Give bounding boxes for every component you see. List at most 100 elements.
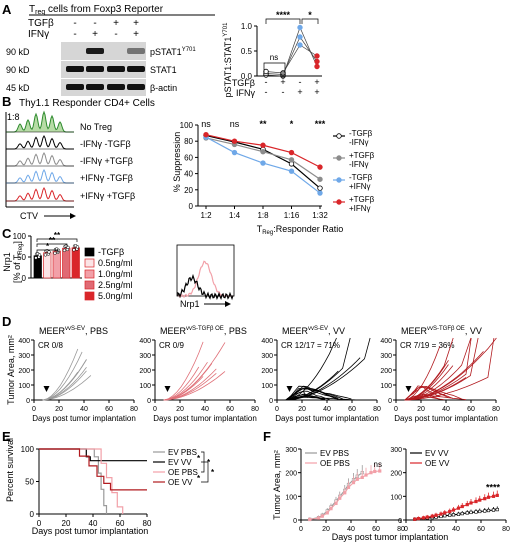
tumor-curve <box>163 366 200 401</box>
growth-point <box>486 508 491 513</box>
histogram-3 <box>6 168 74 184</box>
blot-mw-2: 90 kD <box>6 65 30 75</box>
series-point <box>260 142 266 148</box>
tgfb-sign: + <box>113 18 119 29</box>
growth-point <box>443 511 447 515</box>
legend-marker <box>336 199 342 205</box>
band-actin <box>86 84 104 90</box>
treatment-arrow <box>164 386 171 392</box>
series-point <box>231 138 238 144</box>
sig-label: ** <box>54 231 61 240</box>
panel-f: Tumor Area, mm² Days post tumor implanta… <box>272 447 510 542</box>
histogram-0 <box>6 110 74 133</box>
panel-e: Percent survival Days post tumor implant… <box>5 438 215 536</box>
panel-c-hist-label: Nrp1 <box>180 299 200 309</box>
growth-point <box>451 508 456 512</box>
hist-label-4: +IFNγ +TGFβ <box>80 191 135 201</box>
treatment-arrow <box>286 386 293 392</box>
tick-label-x: 0 <box>153 406 157 413</box>
tick-label-y: 50 <box>25 478 34 487</box>
condition-ifng: + <box>297 87 302 97</box>
panel-b-ctv-label: CTV <box>20 211 38 221</box>
sig-label: * <box>46 242 50 251</box>
band-actin <box>107 84 125 90</box>
data-point <box>297 34 303 40</box>
legend-text: 1.0ng/ml <box>98 269 133 279</box>
tick-label-y: 200 <box>285 471 297 478</box>
ifng-sign: - <box>73 29 76 40</box>
panel-b-ratio: 1:8 <box>7 112 20 122</box>
tick-label-y: 200 <box>380 368 392 375</box>
legend-text: EV VV <box>168 458 192 467</box>
tick-label-y: 300 <box>261 353 273 360</box>
panel-b-title: Thy1.1 Responder CD4+ Cells <box>19 98 155 109</box>
tick-label-y: 0.5 <box>241 47 253 56</box>
hist-label-3: +IFNγ -TGFβ <box>80 173 133 183</box>
tick-label-x: 0 <box>394 406 398 413</box>
series-point <box>288 149 295 156</box>
legend-marker <box>336 177 342 183</box>
band-stat1 <box>86 66 104 72</box>
legend-swatch <box>84 291 95 301</box>
sig-label: ** <box>49 236 56 245</box>
tick-label-y: 400 <box>380 338 392 345</box>
tumor-curve <box>285 357 361 401</box>
panel-f-ylabel: Tumor Area, mm² <box>272 450 282 520</box>
tick-label-y: 40 <box>184 170 193 179</box>
bar-point <box>75 245 80 249</box>
series-point <box>288 168 295 174</box>
panel-a-treatment-signs: - - + +- + - + <box>73 18 139 40</box>
growth-point <box>469 510 473 515</box>
growth-point <box>478 509 482 514</box>
histogram-2 <box>6 151 74 167</box>
tumor-curve <box>42 348 79 401</box>
survival-curve-1 <box>39 448 147 462</box>
ifng-sign: - <box>114 29 117 40</box>
tick-label-y: 400 <box>261 338 273 345</box>
replicate-line <box>265 26 318 77</box>
tick-label-x: 40 <box>347 526 355 533</box>
tick-label-x: 80 <box>397 526 405 533</box>
tick-label-y: 100 <box>390 494 402 501</box>
growth-point <box>413 517 417 521</box>
tick-label-y: 300 <box>390 447 402 454</box>
blot-name-1: pSTAT1Y701 <box>150 47 196 57</box>
tick-label-y: 100 <box>180 121 194 130</box>
cr-label: CR 0/8 <box>38 341 63 350</box>
tick-label-x: 60 <box>348 406 356 413</box>
panel-a-header: Treg cells from Foxp3 Reporter <box>29 4 164 16</box>
panel-label-e: E <box>2 429 11 444</box>
tumor-curve <box>163 341 204 401</box>
tick-label-x: 1:2 <box>200 211 212 220</box>
condition-ifng: - <box>282 87 285 97</box>
legend-text: OE PBS <box>320 459 350 468</box>
bar-point <box>34 256 38 260</box>
tick-label-y: 0 <box>189 202 194 211</box>
growth-point <box>443 514 447 518</box>
series-point <box>231 149 238 156</box>
legend-text: OE PBS <box>168 468 198 477</box>
bar-0 <box>33 255 42 279</box>
histogram-4 <box>6 186 74 202</box>
condition-tgfb: + <box>280 77 285 87</box>
bar-point <box>37 253 42 257</box>
tick-label-x: 20 <box>176 406 184 413</box>
tick-label-y: 0 <box>147 398 151 405</box>
hist-label-1: -IFNγ -TGFβ <box>80 139 131 149</box>
tumor-curve <box>285 390 330 401</box>
growth-point <box>478 498 482 502</box>
data-point <box>297 24 303 31</box>
histogram-1 <box>6 134 74 150</box>
data-point <box>314 63 320 70</box>
hist-black <box>177 273 234 301</box>
panel-c-ylabel2: [% of TReg] <box>12 241 24 283</box>
tick-label-x: 0 <box>37 519 42 528</box>
growth-point <box>448 509 452 514</box>
blot-name-3: β-actin <box>150 83 177 93</box>
growth-point <box>486 495 491 499</box>
legend-text: +IFNγ <box>349 204 371 213</box>
sig-bracket <box>263 62 286 73</box>
legend-text: EV PBS <box>320 449 349 458</box>
